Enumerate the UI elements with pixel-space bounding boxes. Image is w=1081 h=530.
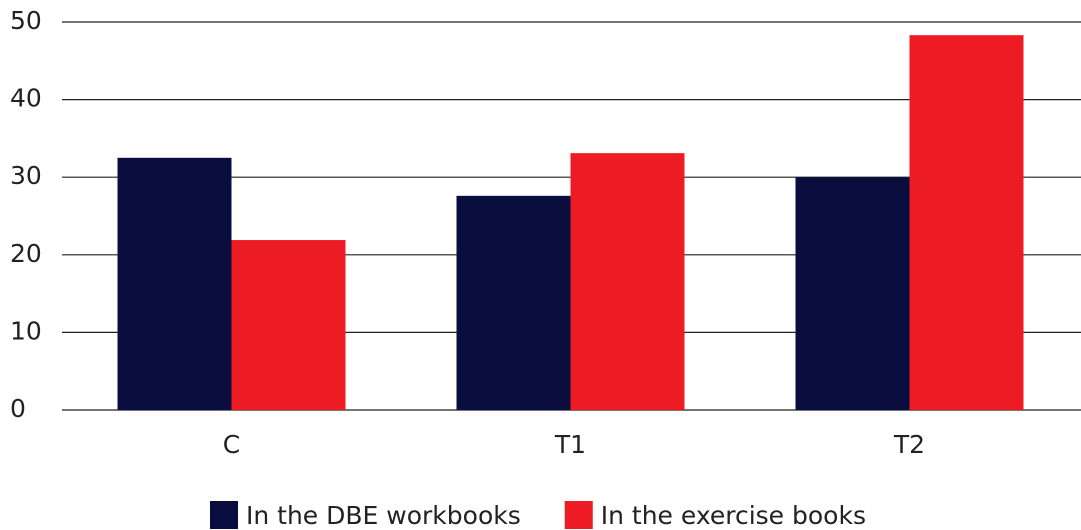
legend-swatch: [564, 501, 593, 529]
y-tick-label: 40: [10, 84, 42, 113]
bar: [909, 35, 1024, 410]
legend-swatch: [210, 501, 238, 529]
legend-label: In the DBE workbooks: [246, 501, 521, 530]
y-tick-label: 50: [10, 6, 42, 35]
y-tick-label: 10: [10, 316, 42, 345]
x-tick-label: T1: [554, 430, 586, 459]
x-tick-label: C: [223, 430, 240, 459]
x-tick-label: T2: [893, 430, 925, 459]
bar: [231, 240, 346, 410]
bar: [570, 153, 685, 411]
bar: [456, 195, 571, 410]
y-tick-label: 30: [10, 161, 42, 190]
bar: [795, 177, 910, 410]
y-tick-label: 0: [10, 394, 26, 423]
y-tick-label: 20: [10, 239, 42, 268]
bar: [117, 157, 232, 410]
legend-label: In the exercise books: [601, 501, 866, 530]
